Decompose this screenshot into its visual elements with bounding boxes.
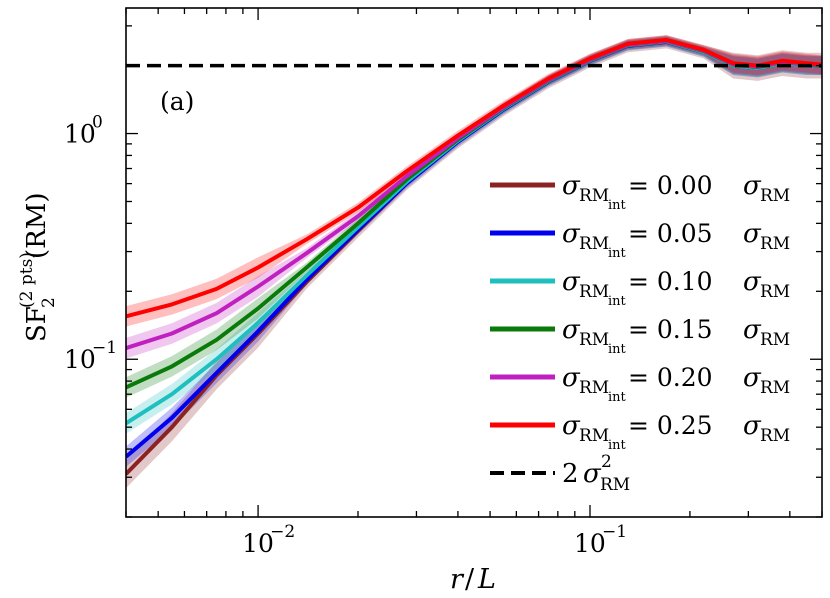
svg-text:(2 pts): (2 pts)	[17, 252, 37, 308]
series-band-4	[126, 35, 822, 359]
svg-text:RM: RM	[579, 378, 609, 398]
svg-text:10: 10	[574, 529, 606, 558]
svg-text:RM: RM	[579, 426, 609, 446]
svg-text:int: int	[608, 390, 627, 405]
svg-text:10: 10	[64, 345, 96, 374]
svg-text:−1: −1	[92, 338, 117, 358]
svg-text:σ: σ	[562, 411, 581, 441]
svg-text:σ: σ	[562, 171, 581, 201]
svg-text:RM: RM	[600, 475, 630, 495]
svg-text:σ: σ	[743, 411, 762, 441]
svg-text:2: 2	[39, 297, 59, 308]
y-axis-label: SF 2 (2 pts) (RM)	[17, 193, 59, 343]
y-tick-label-0: 10−1	[64, 338, 117, 374]
svg-text:−2: −2	[270, 522, 295, 542]
svg-text:= 0.05: = 0.05	[628, 219, 713, 248]
svg-text:RM: RM	[579, 186, 609, 206]
svg-text:RM: RM	[760, 282, 790, 302]
svg-text:RM: RM	[579, 330, 609, 350]
svg-text:RM: RM	[760, 378, 790, 398]
x-tick-label-1: 10−1	[574, 522, 627, 558]
svg-text:RM: RM	[760, 426, 790, 446]
svg-text:L: L	[477, 564, 496, 595]
svg-text:RM: RM	[760, 186, 790, 206]
svg-text:σ: σ	[743, 363, 762, 393]
svg-text:2: 2	[562, 459, 579, 489]
svg-text:r: r	[450, 564, 465, 595]
svg-text:σ: σ	[562, 315, 581, 345]
svg-text:int: int	[608, 438, 627, 453]
svg-text:σ: σ	[583, 459, 602, 489]
svg-text:σ: σ	[743, 219, 762, 249]
svg-text:σ: σ	[562, 267, 581, 297]
x-tick-label-0: 10−2	[242, 522, 295, 558]
svg-text:σ: σ	[743, 267, 762, 297]
svg-text:= 0.25: = 0.25	[628, 411, 713, 440]
svg-text:2: 2	[601, 452, 612, 472]
confidence-bands	[126, 35, 822, 489]
series-band-0	[126, 35, 822, 489]
svg-text:= 0.15: = 0.15	[628, 315, 713, 344]
svg-text:RM: RM	[579, 282, 609, 302]
svg-text:(RM): (RM)	[22, 193, 52, 260]
series-lines	[126, 37, 822, 476]
series-line-4	[126, 38, 822, 351]
y-tick-label-1: 100	[64, 113, 103, 149]
svg-text:= 0.20: = 0.20	[628, 363, 713, 392]
svg-text:= 0.00: = 0.00	[628, 171, 713, 200]
series-line-1	[126, 39, 822, 459]
svg-text:−1: −1	[602, 522, 627, 542]
legend-item-reference: 2 σ 2 RM	[490, 452, 630, 495]
svg-text:/: /	[465, 564, 475, 595]
svg-text:SF: SF	[22, 306, 52, 342]
svg-text:RM: RM	[760, 234, 790, 254]
svg-text:10: 10	[64, 120, 96, 149]
series-line-0	[126, 39, 822, 476]
axis-ticks	[125, 8, 823, 518]
svg-text:σ: σ	[743, 315, 762, 345]
svg-text:σ: σ	[562, 363, 581, 393]
svg-text:int: int	[608, 294, 627, 309]
x-axis-label: r / L	[450, 564, 496, 595]
svg-text:RM: RM	[760, 330, 790, 350]
svg-text:int: int	[608, 198, 627, 213]
svg-text:int: int	[608, 342, 627, 357]
svg-text:σ: σ	[743, 171, 762, 201]
svg-text:RM: RM	[579, 234, 609, 254]
panel-label: (a)	[160, 87, 194, 116]
plot-frame	[125, 7, 823, 518]
svg-text:0: 0	[92, 113, 103, 133]
svg-text:σ: σ	[562, 219, 581, 249]
svg-text:= 0.10: = 0.10	[628, 267, 713, 296]
series-band-1	[126, 37, 822, 467]
svg-text:int: int	[608, 246, 627, 261]
series-band-2	[126, 36, 822, 434]
svg-text:10: 10	[242, 529, 274, 558]
series-band-3	[126, 36, 822, 398]
